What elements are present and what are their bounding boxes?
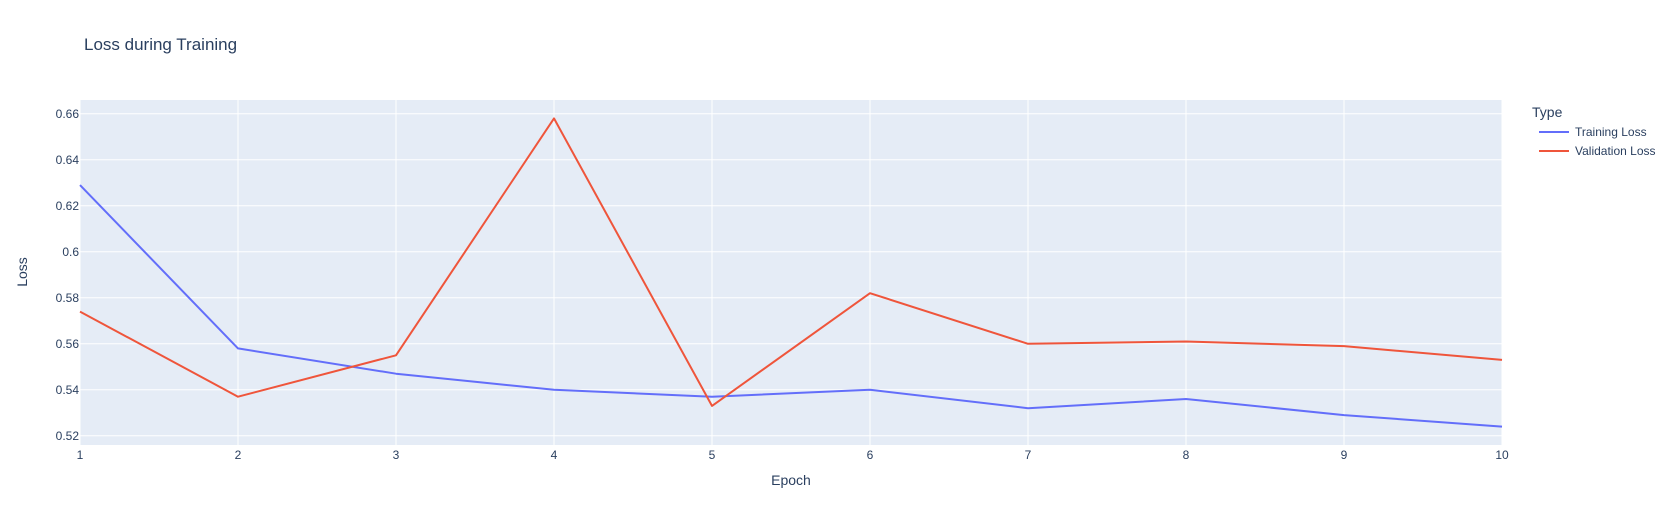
plot-area [80,100,1502,445]
training-loss-line [79,184,1503,428]
x-tick-labels: 1 2 3 4 5 6 7 8 9 10 [77,448,1509,462]
x-tick-label: 9 [1341,448,1348,462]
y-tick-label: 0.64 [56,153,80,167]
x-tick-label: 1 [77,448,84,462]
x-tick-label: 8 [1183,448,1190,462]
legend-label: Validation Loss [1575,144,1656,158]
legend-item-training-loss[interactable]: Training Loss [1539,125,1647,139]
y-tick-label: 0.62 [56,199,80,213]
x-gridlines [79,100,1503,445]
legend[interactable]: Type Training Loss Validation Loss [1532,104,1656,158]
y-gridlines [80,113,1502,437]
x-tick-label: 6 [867,448,874,462]
x-tick-label: 2 [235,448,242,462]
x-axis-title: Epoch [771,472,811,488]
x-tick-label: 3 [393,448,400,462]
y-tick-label: 0.6 [62,245,79,259]
x-tick-label: 7 [1025,448,1032,462]
legend-item-validation-loss[interactable]: Validation Loss [1539,144,1656,158]
y-tick-label: 0.56 [56,337,80,351]
x-tick-label: 5 [709,448,716,462]
y-tick-labels: 0.52 0.54 0.56 0.58 0.6 0.62 0.64 0.66 [56,107,80,443]
legend-items[interactable]: Training Loss Validation Loss [1539,125,1656,158]
x-tick-label: 10 [1495,448,1509,462]
y-tick-label: 0.58 [56,291,80,305]
y-tick-label: 0.66 [56,107,80,121]
chart-title: Loss during Training [84,35,237,54]
y-axis-title: Loss [14,257,30,287]
x-tick-label: 4 [551,448,558,462]
legend-title: Type [1532,104,1563,120]
series-lines [79,117,1503,428]
validation-loss-line [79,117,1503,407]
legend-label: Training Loss [1575,125,1647,139]
y-tick-label: 0.52 [56,429,80,443]
y-tick-label: 0.54 [56,383,80,397]
